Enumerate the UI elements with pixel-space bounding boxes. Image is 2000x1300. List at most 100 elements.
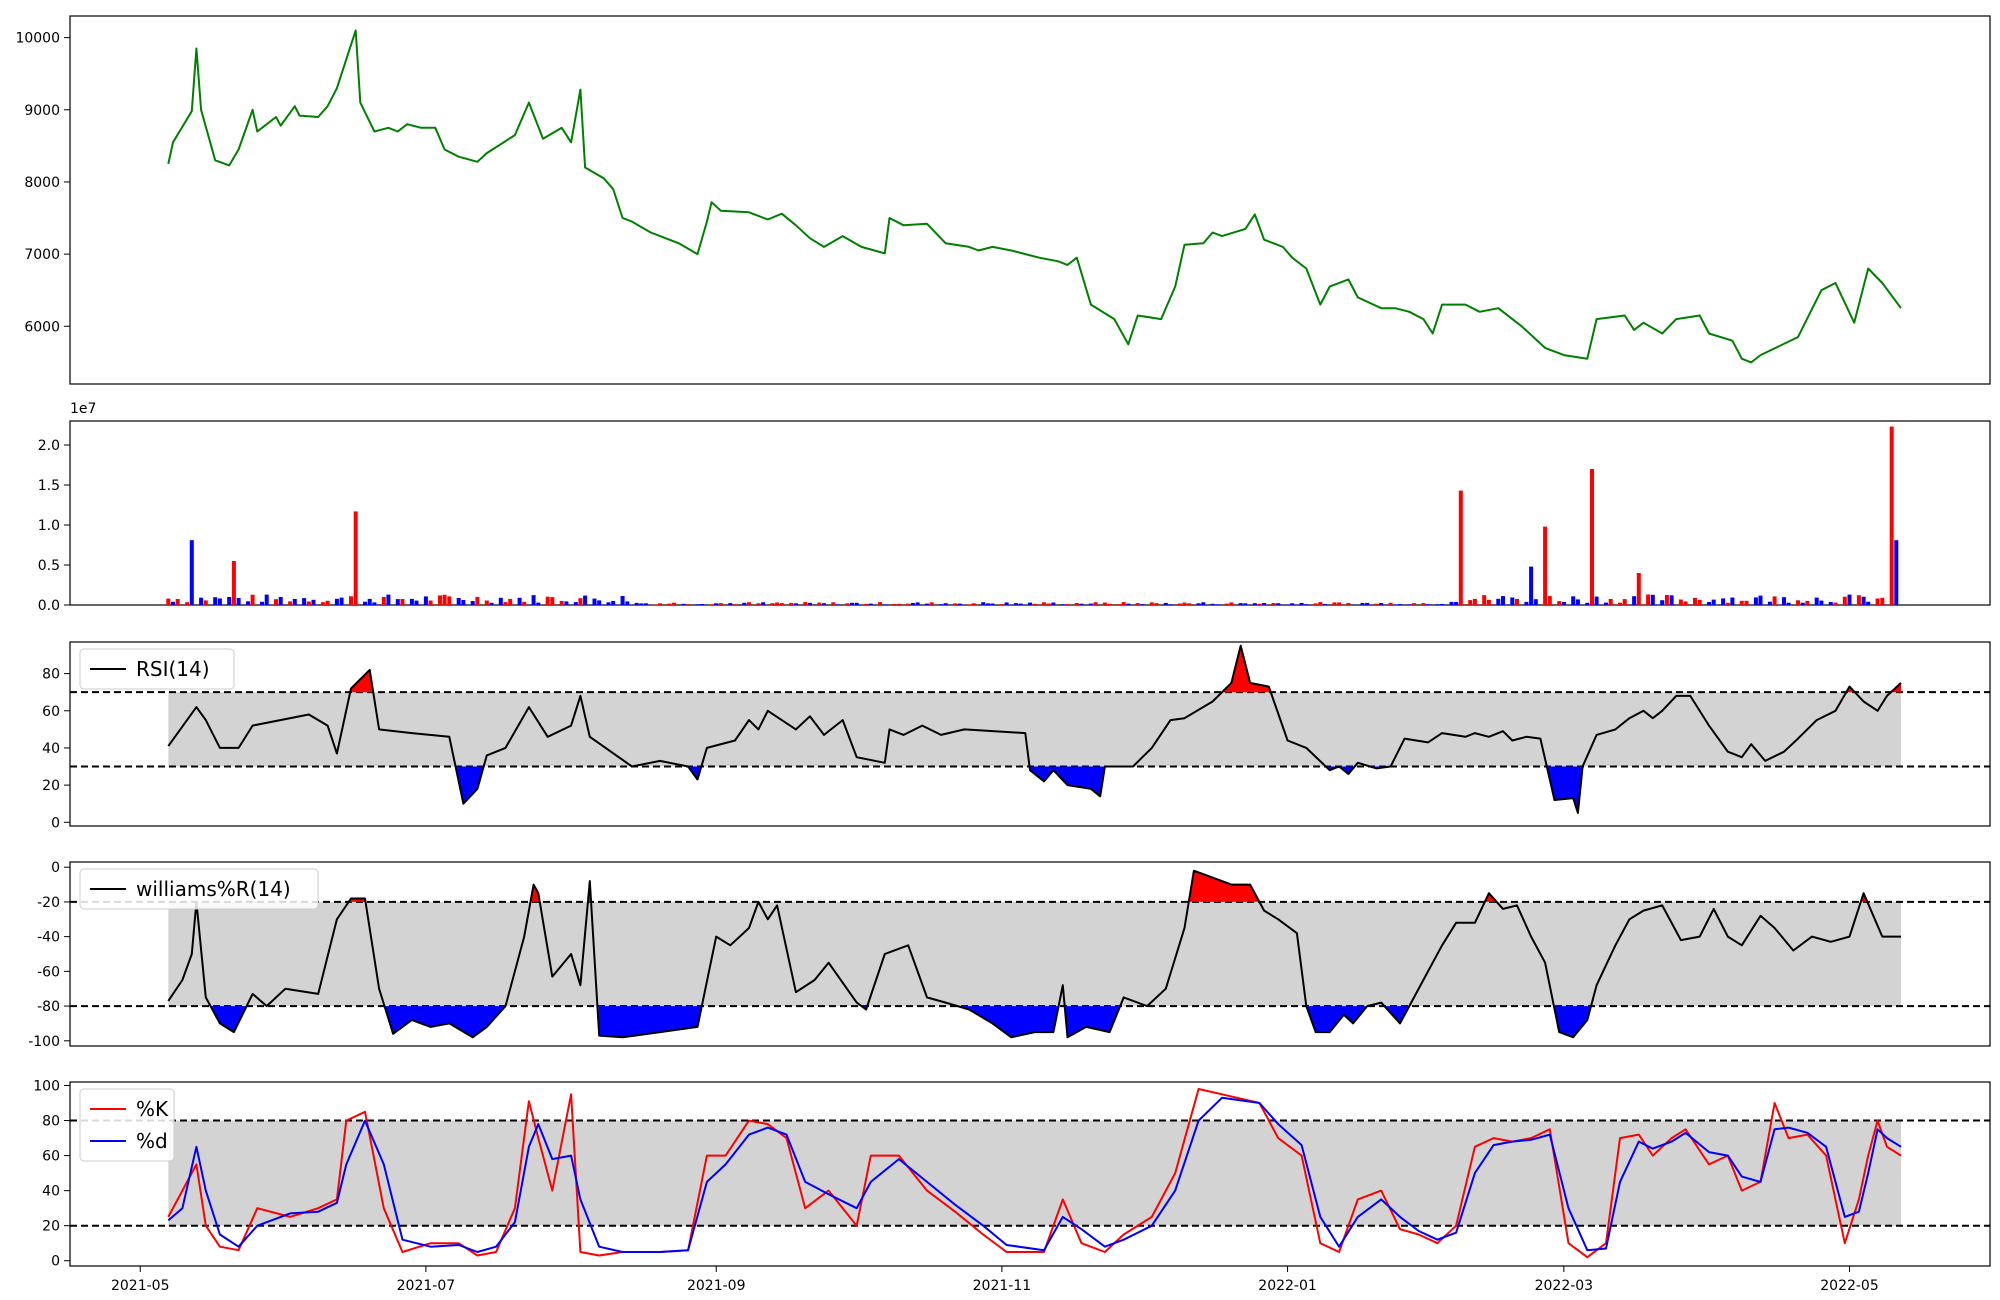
volume-bar <box>1711 599 1716 605</box>
volume-bar <box>1393 604 1398 605</box>
volume-bar <box>1664 595 1669 605</box>
volume-bar <box>1388 602 1393 605</box>
oversold-fill <box>1385 1006 1409 1024</box>
volume-bar <box>1201 602 1206 605</box>
volume-bar <box>409 598 414 605</box>
volume-bar <box>442 594 447 605</box>
volume-bar <box>1683 601 1688 605</box>
volume-bar <box>1182 602 1187 605</box>
volume-bar <box>1412 603 1416 605</box>
volume-bar <box>1828 602 1833 605</box>
volume-bar <box>1243 603 1248 605</box>
volume-bar <box>1632 596 1637 605</box>
volume-bar <box>789 602 794 605</box>
volume-bar <box>1454 602 1459 605</box>
volume-bar <box>1276 603 1281 605</box>
volume-bar <box>175 599 180 605</box>
volume-bar <box>1856 595 1861 605</box>
volume-bar <box>231 561 236 605</box>
volume-bar <box>1880 597 1885 605</box>
volume-bar <box>381 597 386 605</box>
volume-bar <box>278 597 283 605</box>
volume-bar <box>302 598 307 605</box>
volume-bar <box>1622 599 1627 605</box>
volume-bar <box>775 602 780 605</box>
volume-bar <box>508 598 513 605</box>
y-tick-label: 100 <box>33 1079 60 1095</box>
volume-bar <box>386 594 391 605</box>
volume-bar <box>1004 602 1009 605</box>
y-tick-label: 8000 <box>24 175 60 191</box>
volume-bar <box>1660 600 1665 605</box>
y-tick-label: 6000 <box>24 319 60 335</box>
volume-bar <box>1088 603 1093 605</box>
y-tick-label: 40 <box>42 741 60 757</box>
volume-bar <box>213 597 218 605</box>
volume-bar <box>1618 602 1622 605</box>
volume-bar <box>531 595 536 605</box>
overbought-fill <box>1189 871 1259 902</box>
volume-bar <box>1604 602 1608 605</box>
volume-bar <box>1739 600 1744 605</box>
volume-bar <box>695 604 700 605</box>
volume-bar <box>400 599 405 605</box>
y-tick-label: 1.0 <box>38 518 60 534</box>
volume-bar <box>1875 598 1880 605</box>
volume-bar <box>1313 603 1318 605</box>
volume-bar <box>1154 603 1159 605</box>
volume-bar <box>264 594 269 605</box>
volume-bar <box>1421 603 1426 605</box>
legend-label: %d <box>136 1129 168 1153</box>
volume-bar <box>199 597 204 605</box>
legend-label: williams%R(14) <box>136 877 291 901</box>
volume-bar <box>559 600 564 605</box>
volume-bar <box>1079 603 1084 605</box>
volume-bar <box>1018 603 1023 605</box>
volume-bar <box>423 596 428 605</box>
volume-bar <box>1758 595 1763 605</box>
y-tick-label: -40 <box>37 930 60 946</box>
volume-bar <box>1697 599 1702 605</box>
volume-bar <box>878 602 883 605</box>
volume-bar <box>1238 603 1243 605</box>
volume-bar <box>714 603 719 605</box>
volume-bar <box>850 602 854 605</box>
volume-bar <box>1842 596 1847 605</box>
volume-bar <box>1107 603 1112 605</box>
volume-bar <box>461 600 466 605</box>
volume-bar <box>292 599 297 605</box>
volume-bar <box>925 603 929 605</box>
neutral-band <box>168 901 1902 1007</box>
stoch-d-line <box>167 1096 1902 1253</box>
volume-bar <box>747 602 751 605</box>
volume-bar <box>606 602 611 605</box>
volume-bar <box>807 602 812 605</box>
volume-bar <box>1332 602 1337 605</box>
volume-bar <box>288 601 293 605</box>
volume-bar <box>1847 594 1852 605</box>
volume-bar <box>658 603 662 605</box>
volume-bar <box>498 597 503 605</box>
volume-bar <box>1196 603 1201 605</box>
oversold-fill <box>1554 1006 1591 1038</box>
volume-bar <box>1351 604 1356 605</box>
volume-bar <box>428 600 433 605</box>
volume-bar <box>686 604 691 605</box>
oversold-fill <box>1030 766 1104 796</box>
volume-bar <box>1440 604 1445 605</box>
volume-bar <box>1449 601 1454 605</box>
volume-bar <box>1051 602 1056 605</box>
volume-bar <box>1472 598 1477 605</box>
volume-bar <box>1833 602 1838 605</box>
volume-bar <box>1163 602 1168 605</box>
x-tick-label: 2022-01 <box>1258 1278 1317 1294</box>
volume-bar <box>1014 603 1018 605</box>
volume-bar <box>1571 596 1576 605</box>
volume-bar <box>1782 597 1786 605</box>
volume-bar <box>1398 604 1402 605</box>
oversold-fill <box>384 1006 505 1038</box>
volume-bar <box>334 598 339 605</box>
volume-bar <box>447 596 452 605</box>
volume-bar <box>367 598 372 605</box>
volume-bar <box>1093 602 1098 605</box>
